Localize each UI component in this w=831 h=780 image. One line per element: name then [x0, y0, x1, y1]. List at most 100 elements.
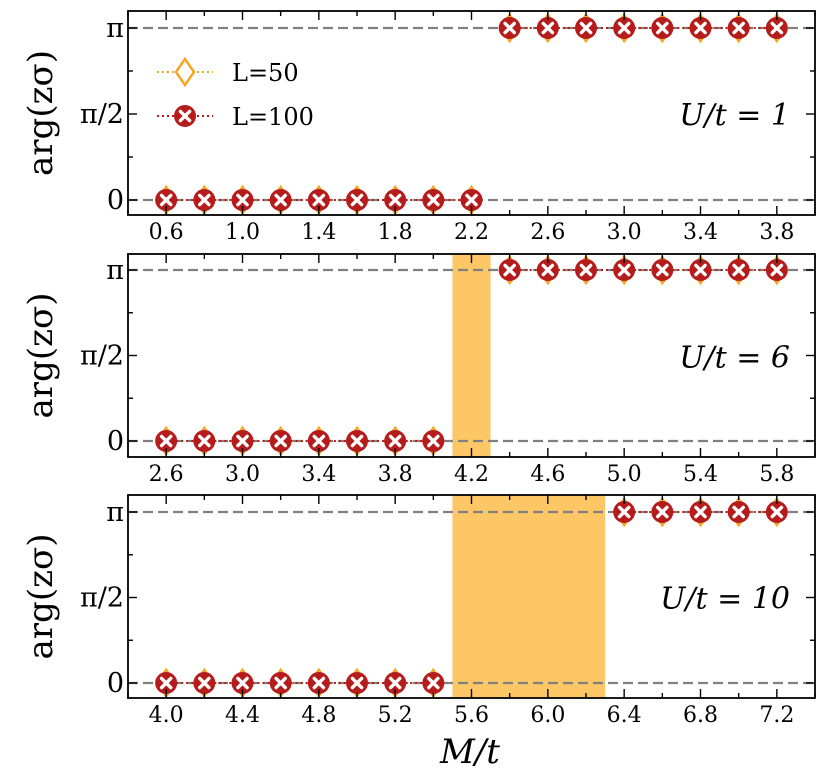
marker-cross-b — [770, 21, 784, 35]
marker-cross-b — [427, 193, 440, 207]
point-l100 — [575, 17, 597, 39]
marker-cross-b — [694, 505, 707, 519]
marker-cross-b — [694, 21, 707, 35]
point-l100 — [651, 259, 674, 281]
x-tick-label: 3.8 — [378, 462, 413, 487]
y-tick-label: 0 — [107, 185, 124, 216]
x-tick-label: 1.4 — [301, 220, 336, 245]
marker-cross-b — [350, 193, 364, 207]
x-tick-label: 2.6 — [149, 462, 184, 487]
marker-cross-b — [350, 676, 364, 690]
point-l100 — [765, 259, 788, 281]
y-tick-label: 0 — [107, 426, 124, 457]
marker-cross-b — [198, 434, 211, 448]
legend-label: L=100 — [232, 103, 314, 131]
marker-cross-b — [388, 434, 402, 448]
point-l100 — [689, 17, 712, 39]
marker-cross-b — [617, 505, 631, 519]
point-l100 — [231, 430, 254, 452]
y-tick-label: π — [106, 255, 124, 286]
marker-cross-b — [694, 263, 707, 277]
marker-cross-b — [350, 434, 364, 448]
point-l100 — [269, 189, 292, 211]
x-tick-label: 1.0 — [225, 220, 260, 245]
x-tick-label: 4.2 — [454, 462, 489, 487]
point-l100 — [422, 672, 445, 694]
point-l100 — [346, 672, 368, 694]
x-tick-label: 0.6 — [149, 220, 184, 245]
marker-cross-b — [274, 434, 287, 448]
marker-cross-b — [388, 193, 402, 207]
marker-cross-b — [312, 193, 326, 207]
legend-label: L=50 — [232, 59, 299, 87]
marker-cross-b — [617, 21, 631, 35]
point-l100 — [155, 672, 178, 694]
y-tick-label: π/2 — [80, 341, 124, 372]
point-l100 — [307, 430, 330, 452]
marker-cross-b — [732, 505, 745, 519]
x-tick-label: 5.2 — [378, 703, 413, 728]
y-tick-label: π — [106, 13, 124, 44]
x-tick-label: 6.4 — [607, 703, 642, 728]
x-tick-label: 3.0 — [225, 462, 260, 487]
point-l100 — [651, 17, 674, 39]
marker-cross-b — [656, 505, 669, 519]
panels: 0.6 1.0 1.4 1.8 2.2 2.6 3.0 3.4 3.8 0 π/2 π arg(zσ) U… — [21, 10, 816, 728]
point-l100 — [765, 501, 788, 523]
x-tick-label: 4.6 — [530, 462, 565, 487]
marker-cross-b — [178, 109, 192, 123]
point-l100 — [231, 672, 254, 694]
panel-annotation: U/t = 1 — [679, 98, 790, 133]
shaded-region — [452, 254, 491, 457]
point-l100 — [575, 259, 597, 281]
marker-cross-b — [656, 263, 669, 277]
point-l100 — [155, 189, 178, 211]
x-tick-label: 5.0 — [607, 462, 642, 487]
y-axis-label: arg(zσ) — [21, 50, 61, 176]
y-tick-label: π/2 — [80, 99, 124, 130]
point-l100 — [727, 501, 750, 523]
marker-cross-b — [503, 21, 516, 35]
point-l100 — [613, 17, 636, 39]
marker-cross-b — [579, 21, 593, 35]
point-l100 — [269, 672, 292, 694]
marker-cross-b — [159, 434, 173, 448]
point-l100 — [384, 672, 407, 694]
x-tick-label: 1.8 — [378, 220, 413, 245]
marker-cross-b — [541, 263, 555, 277]
panel-3: 4.0 4.4 4.8 5.2 5.6 6.0 6.4 6.8 7.2 0 π/2 π arg(zσ) U… — [21, 494, 816, 728]
x-tick-label: 4.4 — [225, 703, 260, 728]
point-l100 — [193, 189, 216, 211]
point-l100 — [689, 501, 712, 523]
x-tick-label: 4.0 — [149, 703, 184, 728]
x-tick-label: 5.8 — [759, 462, 794, 487]
panel-1: 0.6 1.0 1.4 1.8 2.2 2.6 3.0 3.4 3.8 0 π/2 π arg(zσ) U… — [21, 10, 816, 245]
marker-cross-b — [274, 193, 287, 207]
point-l100 — [613, 259, 636, 281]
marker-cross-b — [579, 263, 593, 277]
marker-cross-b — [312, 434, 326, 448]
x-tick-label: 3.0 — [607, 220, 642, 245]
panel-annotation: U/t = 10 — [660, 582, 790, 617]
legend: L=50 L=100 — [157, 56, 314, 131]
point-l100 — [193, 430, 216, 452]
x-tick-label: 5.6 — [454, 703, 489, 728]
marker-cross-b — [656, 21, 669, 35]
point-l100 — [727, 259, 750, 281]
point-l100 — [498, 259, 521, 281]
point-l100 — [422, 430, 445, 452]
marker-cross-b — [732, 263, 745, 277]
point-l100 — [651, 501, 674, 523]
point-l100 — [422, 189, 445, 211]
marker-cross-b — [541, 21, 555, 35]
point-l100 — [536, 17, 559, 39]
marker-cross-b — [770, 263, 784, 277]
point-l100 — [155, 430, 178, 452]
point-l100 — [765, 17, 788, 39]
x-tick-label: 5.4 — [683, 462, 718, 487]
marker-cross-b — [312, 676, 326, 690]
marker-cross-b — [388, 676, 402, 690]
x-axis-label: M/t — [439, 732, 500, 772]
point-l100 — [613, 501, 636, 523]
